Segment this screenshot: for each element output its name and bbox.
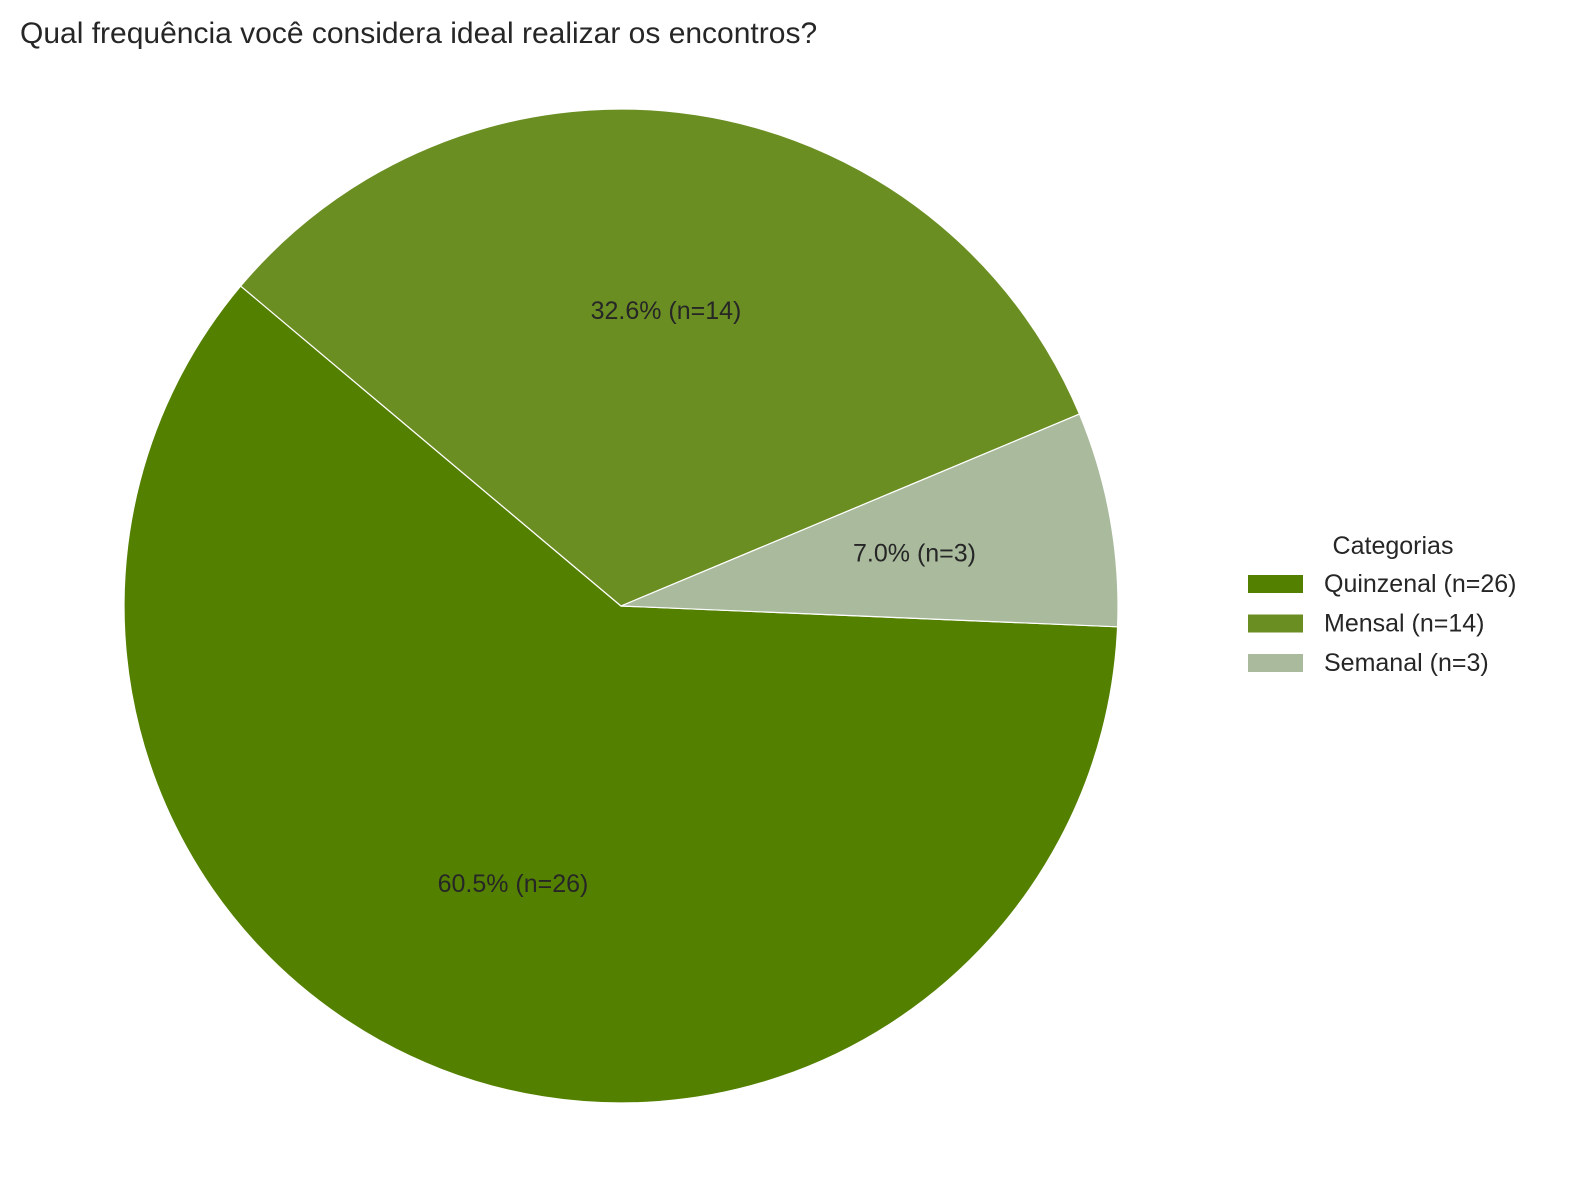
slice-label-semanal: 7.0% (n=3) [853, 539, 976, 567]
legend-swatch-mensal [1248, 614, 1303, 633]
legend-swatch-quinzenal [1248, 575, 1303, 593]
pie-slices [123, 108, 1119, 1104]
pie-slice-semanal [620, 413, 1119, 628]
legend-swatch-semanal [1248, 654, 1303, 672]
pie-slice-mensal [239, 108, 1081, 607]
legend-label-semanal: Semanal (n=3) [1324, 649, 1489, 677]
slice-label-quinzenal: 60.5% (n=26) [438, 870, 589, 898]
legend: Categorias Quinzenal (n=26) Mensal (n=14)… [1248, 532, 1516, 677]
slice-label-mensal: 32.6% (n=14) [591, 297, 742, 325]
chart-title: Qual frequência você considera ideal rea… [20, 17, 817, 50]
legend-label-quinzenal: Quinzenal (n=26) [1324, 570, 1516, 598]
pie-slice-quinzenal [123, 285, 1119, 1104]
legend-title: Categorias [1333, 532, 1454, 560]
pie-slice-labels: 60.5% (n=26) 32.6% (n=14) 7.0% (n=3) [438, 297, 976, 898]
legend-label-mensal: Mensal (n=14) [1324, 610, 1485, 638]
